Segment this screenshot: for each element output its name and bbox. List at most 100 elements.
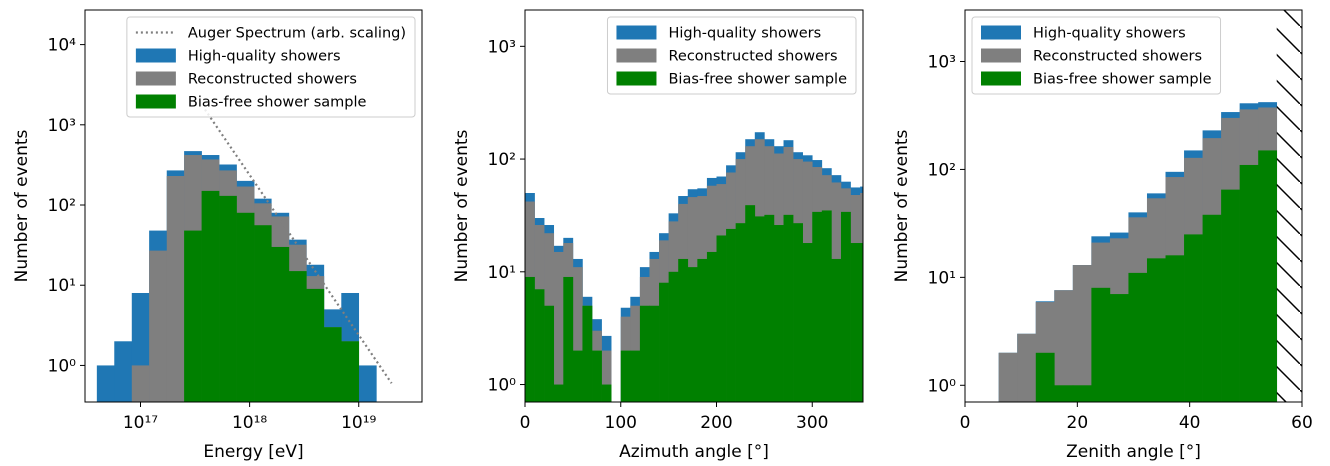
axes-frame [84, 9, 423, 403]
y-tick-label: 10⁰ [928, 376, 957, 396]
legend-item: Reconstructed showers [981, 48, 1202, 65]
bar [697, 258, 708, 402]
legend-item: High-quality showers [616, 25, 821, 42]
panel: 10¹⁷ 10¹⁸ 10¹⁹ 10⁰ 10¹ 10² 10³ 10⁴ Energy [eV] Nu… [12, 9, 423, 462]
x-tick-label: 10¹⁸ [232, 413, 267, 433]
y-tick-label: 10¹ [488, 263, 516, 283]
bar [534, 289, 545, 402]
legend-label: High-quality showers [668, 26, 821, 42]
axes-frame [524, 9, 864, 403]
bar [764, 214, 775, 402]
bar [553, 384, 564, 402]
bar [96, 365, 115, 402]
legend-swatch [135, 48, 176, 63]
legend-item: Reconstructed showers [135, 71, 357, 88]
bar [1109, 294, 1129, 402]
legend-label: Reconstructed showers [668, 49, 837, 65]
y-tick-label: 10³ [928, 52, 956, 72]
bar [639, 305, 650, 402]
x-tick-label: 0 [520, 413, 531, 433]
bar [793, 223, 803, 402]
y-tick-label: 10⁴ [48, 36, 77, 56]
bar [323, 327, 342, 402]
bar [649, 305, 660, 402]
legend-label: Bias-free shower sample [668, 72, 847, 88]
bar [726, 228, 736, 402]
bar [1128, 272, 1148, 402]
bar [735, 223, 746, 402]
bar [201, 190, 220, 402]
bar [254, 225, 272, 402]
x-tick-label: 10¹⁷ [123, 413, 158, 433]
bar [668, 271, 679, 402]
bar [582, 305, 593, 402]
bar [1072, 265, 1092, 402]
y-axis-label: Number of events [892, 129, 912, 282]
legend-label: High-quality showers [1033, 26, 1186, 42]
y-tick-label: 10⁰ [488, 376, 517, 396]
x-tick-label: 20 [1067, 413, 1089, 433]
y-axis-label: Number of events [452, 129, 472, 282]
x-axis-label: Zenith angle [°] [1066, 442, 1201, 462]
bar [149, 250, 168, 402]
bar [716, 235, 727, 402]
legend-item: Bias-free shower sample [981, 71, 1212, 88]
plot-area [525, 132, 863, 402]
bar [184, 230, 202, 402]
bar [840, 211, 851, 402]
bar [525, 276, 535, 402]
bar [659, 282, 669, 402]
y-axis-label: Number of events [12, 129, 32, 282]
legend-item: Bias-free shower sample [616, 71, 847, 88]
y-tick-label: 10³ [488, 37, 516, 57]
bar [1165, 255, 1185, 402]
excluded-region [1276, 10, 1302, 402]
bar [271, 246, 290, 402]
bar [745, 205, 756, 402]
bar [821, 210, 832, 402]
legend-item: Auger Spectrum (arb. scaling) [135, 26, 406, 42]
bar [236, 212, 255, 402]
y-tick-label: 10² [488, 150, 516, 170]
bar [620, 350, 631, 402]
bar [601, 350, 612, 402]
bar [544, 305, 555, 402]
legend-label: Auger Spectrum (arb. scaling) [188, 26, 406, 42]
bar [553, 251, 564, 402]
x-axis-label: Azimuth angle [°] [619, 442, 769, 462]
legend: High-quality showers Reconstructed shower… [971, 16, 1222, 95]
y-tick-label: 10² [928, 160, 956, 180]
y-tick-label: 10¹ [48, 276, 76, 296]
bar [592, 350, 602, 402]
bar [306, 288, 325, 402]
legend-item: Reconstructed showers [616, 48, 838, 65]
x-tick-label: 300 [796, 413, 828, 433]
legend-box [126, 16, 416, 118]
legend-label: Bias-free shower sample [1033, 72, 1212, 88]
bar [1239, 164, 1259, 402]
legend-box [606, 16, 857, 95]
bar [831, 258, 842, 402]
bar [754, 216, 765, 402]
bar [998, 352, 1018, 402]
legend-swatch [981, 71, 1021, 86]
bar [687, 267, 698, 402]
x-tick-label: 200 [700, 413, 732, 433]
bar [219, 195, 237, 402]
legend-item: Bias-free shower sample [135, 94, 366, 111]
bar [563, 276, 574, 402]
legend: High-quality showers Reconstructed shower… [606, 16, 857, 95]
bar [1017, 333, 1037, 402]
bar [1072, 385, 1092, 402]
bar [288, 271, 307, 402]
y-tick-label: 10² [48, 196, 76, 216]
y-tick-label: 10³ [48, 116, 76, 136]
bar [812, 211, 823, 402]
bar [783, 214, 794, 402]
x-tick-label: 60 [1291, 413, 1313, 433]
legend-swatch [981, 48, 1021, 63]
x-tick-label: 10¹⁹ [341, 413, 376, 433]
bar [114, 341, 133, 402]
bar [131, 365, 150, 402]
bar [1054, 385, 1074, 402]
